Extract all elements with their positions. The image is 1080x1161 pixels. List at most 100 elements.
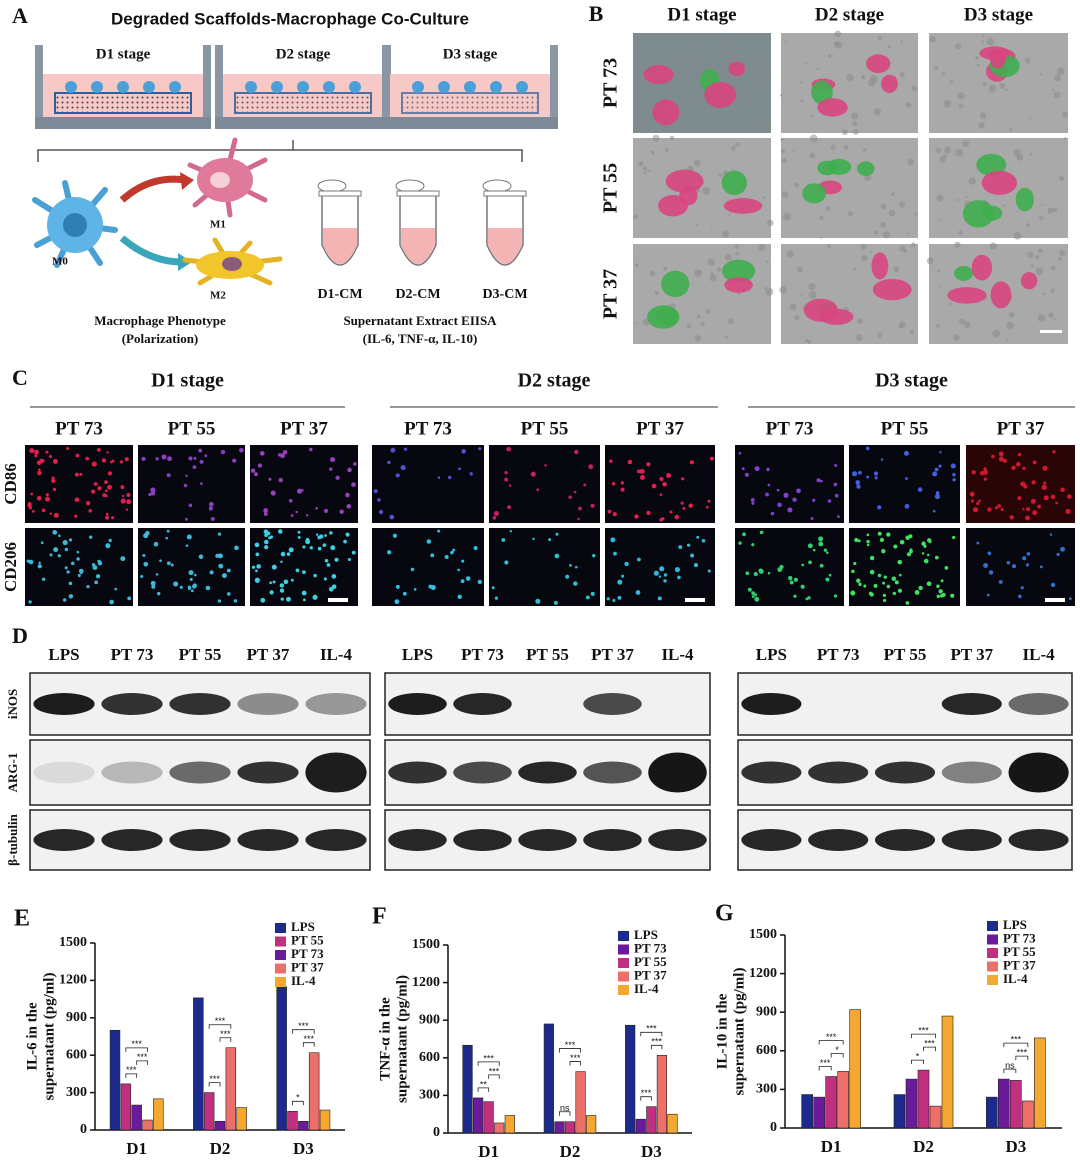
nucleus [347,558,351,562]
nucleus [609,459,613,463]
nucleus [233,599,238,603]
nucleus [208,506,213,511]
nucleus [209,570,214,575]
texture [1004,88,1008,92]
nucleus [923,558,929,564]
nucleus [107,471,113,476]
nucleus [1056,552,1060,557]
label: PT 37 [997,418,1045,439]
nucleus [1055,501,1058,505]
band [941,829,1002,851]
nucleus [319,534,324,539]
nucleus [105,494,108,498]
texture [724,253,732,261]
texture [686,98,693,105]
texture [634,263,639,268]
label: ARG-1 [5,753,20,793]
bar [153,1098,164,1131]
texture [980,112,987,119]
nucleus [659,493,663,497]
nucleus [506,446,511,452]
nucleus [1002,458,1007,463]
sem-image [781,138,918,238]
texture [899,245,906,252]
significance-bracket [650,1044,663,1050]
fluorescence-image [250,445,358,523]
nucleus [91,489,96,494]
dish-wall [215,45,223,123]
nucleus [120,485,125,490]
texture [780,138,784,142]
dish-base [215,117,391,129]
texture [949,302,952,306]
nucleus [1039,565,1043,569]
label: iNOS [5,689,20,719]
nucleus [796,488,801,494]
nucleus [278,477,283,483]
nucleus [329,531,333,535]
nucleus [753,572,758,577]
nucleus [777,502,782,508]
nucleus [101,458,107,463]
band [305,752,367,793]
nucleus [297,530,301,534]
nucleus [741,467,745,471]
texture [642,123,646,128]
band [33,761,95,784]
nucleus [492,516,497,520]
nucleus [189,577,193,581]
label: 1500 [59,935,87,950]
label: *** [220,1029,231,1039]
nucleus [34,454,38,458]
texture [1027,251,1034,259]
texture [642,166,648,171]
label: LPS [402,645,433,664]
bar [543,1023,554,1134]
nucleus [834,493,839,498]
nucleus [334,557,339,562]
nucleus [938,589,943,594]
texture [880,221,887,228]
texture [767,219,774,227]
band [237,693,299,715]
nucleus [882,598,887,603]
nucleus [674,567,680,573]
nucleus [892,591,897,596]
nucleus [290,578,294,582]
nucleus [617,579,623,585]
nucleus [897,559,903,565]
nucleus [286,552,291,556]
nucleus [707,499,711,503]
label: D [12,623,28,648]
nucleus [612,512,617,517]
nucleus [428,584,433,589]
nucleus [52,530,58,535]
label: PT 73 [291,946,324,961]
nucleus [271,564,277,570]
band [169,761,231,784]
nucleus [882,581,886,585]
band [518,829,577,851]
nucleus [302,570,306,575]
fluorescence-image [605,528,715,606]
nucleus [426,539,432,544]
fluorescence-image [25,528,133,606]
nucleus [167,456,172,462]
texture [955,43,962,50]
dish-wall [382,45,390,123]
nucleus [1006,561,1011,565]
nucleus [742,532,746,537]
bar [193,997,204,1131]
texture [860,243,867,250]
nucleus [234,545,239,551]
nucleus [905,535,910,540]
nucleus [68,581,73,586]
nucleus [150,491,156,496]
label: PT 73 [600,58,622,108]
nucleus [106,451,109,454]
label: *** [924,1038,935,1048]
nucleus [807,543,813,549]
label: * [835,1045,839,1055]
nucleus [669,510,673,514]
nucleus [450,550,454,555]
